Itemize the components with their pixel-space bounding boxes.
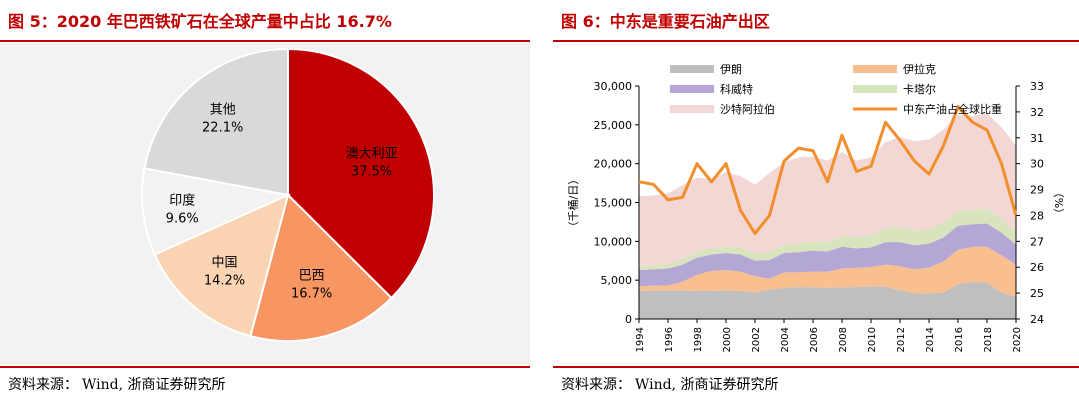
y2-tick-label-7: 31 [1030,132,1044,145]
area-chart: 0 5,000 10,000 15,000 20,000 25,000 30,000 24 25… [566,62,1065,352]
x-tick-label-11: 2016 [954,327,965,352]
left-source-text: Wind, 浙商证券研究所 [82,377,226,393]
y2-axis-title: （%） [1052,187,1065,219]
x-tick-label-12: 2018 [983,327,994,352]
y2-tick-label-6: 30 [1030,158,1044,171]
right-source-label: 资料来源： [561,377,631,393]
legend-label-4: 沙特阿拉伯 [720,102,775,116]
y2-tick-label-2: 26 [1030,261,1044,274]
y2-tick-label-9: 33 [1030,80,1044,93]
x-tick-label-8: 2010 [867,327,878,352]
x-tick-label-3: 2000 [722,327,733,352]
right-source: 资料来源： Wind, 浙商证券研究所 [561,374,779,394]
y-axis-title: （千桶/日） [566,174,580,233]
y2-tick-label-1: 25 [1030,287,1044,300]
left-source-divider [0,366,530,368]
area-series-4 [639,113,1016,267]
area-chart-area: 0 5,000 10,000 15,000 20,000 25,000 30,000 24 25… [553,43,1079,364]
pie-label-4: 其他 [210,102,236,117]
legend-label-1: 伊拉克 [903,62,936,76]
y2-tick-label-4: 28 [1030,209,1044,222]
y-tick-label-5: 25,000 [594,119,633,132]
legend-label-2: 科威特 [720,82,753,96]
y-tick-label-0: 0 [625,313,632,326]
left-title-divider [0,40,530,42]
area-series-3 [639,208,1016,271]
pie-label-1: 巴西 [299,268,325,283]
legend-swatch-2 [670,85,714,93]
x-tick-label-13: 2020 [1012,327,1023,352]
legend-swatch-1 [853,65,897,73]
y2-tick-label-3: 27 [1030,235,1044,248]
pie-slice-1 [249,193,393,342]
legend-label-line: 中东产油占全球比重 [903,102,1002,116]
y-tick-label-2: 10,000 [594,235,633,248]
y-tick-label-6: 30,000 [594,80,633,93]
right-source-text: Wind, 浙商证券研究所 [635,377,779,393]
pie-value-label-3: 9.6% [166,212,199,227]
x-tick-label-7: 2008 [838,327,849,352]
left-source: 资料来源： Wind, 浙商证券研究所 [8,374,226,394]
y-tick-label-3: 15,000 [594,197,633,210]
right-source-divider [553,366,1079,368]
right-figure: 图 6：中东是重要石油产出区 0 5,000 10,000 15,000 20,000 2… [553,0,1079,410]
y2-tick-label-5: 29 [1030,184,1044,197]
right-title-divider [553,40,1079,42]
pie-value-label-2: 14.2% [204,273,245,288]
x-tick-label-2: 1998 [693,327,704,352]
y-tick-label-1: 5,000 [601,274,633,287]
left-source-label: 资料来源： [8,377,78,393]
right-figure-title: 图 6：中东是重要石油产出区 [561,12,770,31]
left-figure-title: 图 5：2020 年巴西铁矿石在全球产量中占比 16.7% [8,12,392,31]
y2-tick-label-8: 32 [1030,106,1044,119]
pie-chart-area: 澳大利亚 37.5% 巴西 16.7% 中国 14.2% 印度 9.6% 其他 22.1% [0,43,530,364]
x-tick-label-5: 2004 [780,327,791,352]
pie-value-label-1: 16.7% [291,286,332,301]
left-figure: 图 5：2020 年巴西铁矿石在全球产量中占比 16.7% 澳大利亚 37.5% 巴… [0,0,530,410]
x-tick-label-9: 2012 [896,327,907,352]
x-tick-label-0: 1994 [635,327,646,352]
legend-swatch-4 [670,105,714,113]
legend-swatch-0 [670,65,714,73]
pie-slice-4 [143,47,289,197]
area-series-2 [639,223,1016,287]
x-tick-label-4: 2002 [751,327,762,352]
x-tick-label-1: 1996 [664,327,675,352]
legend-swatch-3 [853,85,897,93]
y-tick-label-4: 20,000 [594,158,633,171]
pie-label-3: 印度 [169,193,195,209]
pie-chart: 澳大利亚 37.5% 巴西 16.7% 中国 14.2% 印度 9.6% 其他 22.1% [141,47,435,342]
pie-label-0: 澳大利亚 [346,145,398,161]
pie-value-label-0: 37.5% [351,164,392,179]
area-series-1 [639,246,1016,297]
y2-tick-label-0: 24 [1030,313,1044,326]
share-line [638,105,1018,236]
pie-value-label-4: 22.1% [202,120,243,135]
x-tick-label-10: 2014 [925,327,936,352]
x-tick-label-6: 2006 [809,327,820,352]
legend-label-3: 卡塔尔 [903,83,936,96]
pie-slice-2 [153,193,290,338]
pie-label-2: 中国 [211,255,237,270]
legend-label-0: 伊朗 [720,63,742,76]
pie-slice-3 [141,167,292,256]
pie-slice-0 [287,47,435,300]
area-series-0 [639,281,1016,319]
